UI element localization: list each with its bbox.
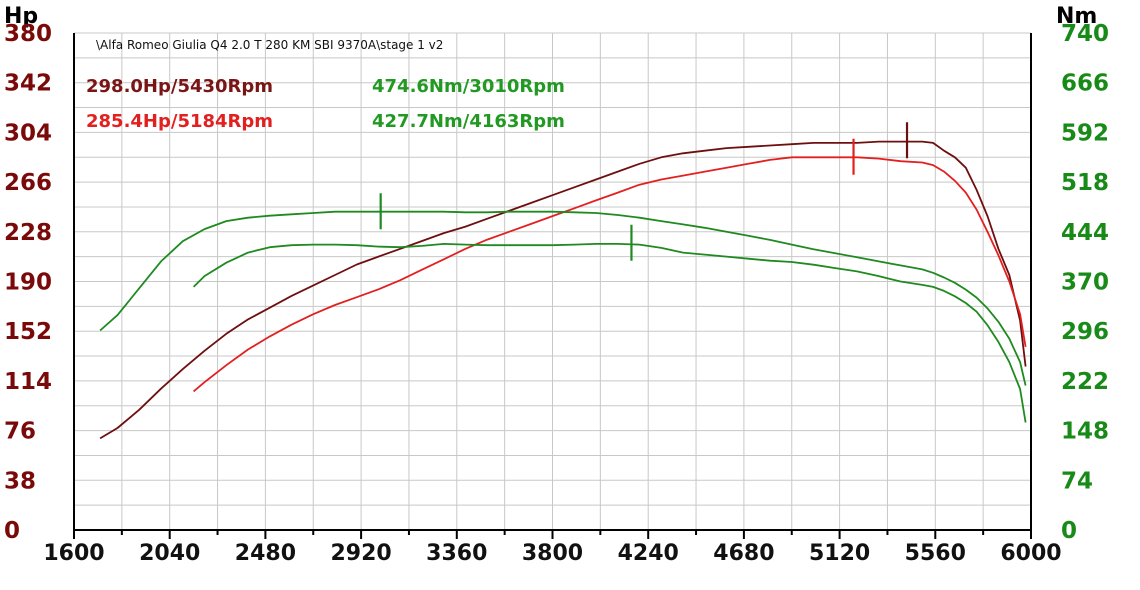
x-tick-label: 2920 [330,541,391,566]
left-tick-label: 0 [4,518,20,544]
series-3-curve [99,210,1027,386]
right-tick-label: 74 [1061,468,1093,494]
axes [73,33,1032,539]
labels: Hp Nm \Alfa Romeo Giulia Q4 2.0 T 280 KM… [4,4,1109,566]
series-2-curve [193,156,1027,393]
left-tick-label: 152 [4,319,52,345]
x-tick-label: 4240 [618,541,679,566]
series-4-curve [192,243,1027,423]
x-tick-label: 4680 [713,541,774,566]
annotation-nm-peak-1: 474.6Nm/3010Rpm [372,76,565,97]
x-tick-label: 3800 [522,541,583,566]
x-tick-label: 5120 [809,541,870,566]
left-tick-label: 304 [4,120,52,146]
left-tick-label: 228 [4,220,52,246]
left-tick-label: 266 [4,170,52,196]
left-tick-label: 380 [4,21,52,47]
right-tick-label: 148 [1061,419,1109,445]
annotation-nm-peak-2: 427.7Nm/4163Rpm [372,111,565,132]
x-tick-label: 5560 [905,541,966,566]
left-tick-label: 114 [4,369,52,395]
x-tick-label: 2040 [139,541,200,566]
curves [99,122,1027,440]
right-tick-label: 370 [1061,270,1109,296]
x-tick-label: 6000 [1000,541,1061,566]
series-1-curve [99,140,1027,440]
right-tick-label: 444 [1061,220,1109,246]
left-tick-label: 76 [4,419,36,445]
right-tick-label: 296 [1061,319,1109,345]
left-tick-label: 342 [4,71,52,97]
grid [73,32,1032,531]
right-tick-label: 518 [1061,170,1109,196]
x-tick-label: 2480 [235,541,296,566]
left-tick-label: 38 [4,468,36,494]
right-tick-label: 0 [1061,518,1077,544]
right-tick-label: 666 [1061,71,1109,97]
x-tick-label: 1600 [43,541,104,566]
right-tick-label: 592 [1061,120,1109,146]
x-tick-label: 3360 [426,541,487,566]
left-tick-label: 190 [4,270,52,296]
left-axis-unit: Hp [4,4,38,29]
annotation-hp-peak-2: 285.4Hp/5184Rpm [86,111,273,132]
right-tick-label: 740 [1061,21,1109,47]
right-tick-label: 222 [1061,369,1109,395]
chart-title: \Alfa Romeo Giulia Q4 2.0 T 280 KM SBI 9… [96,38,443,52]
right-axis-unit: Nm [1056,4,1097,29]
annotation-hp-peak-1: 298.0Hp/5430Rpm [86,76,273,97]
